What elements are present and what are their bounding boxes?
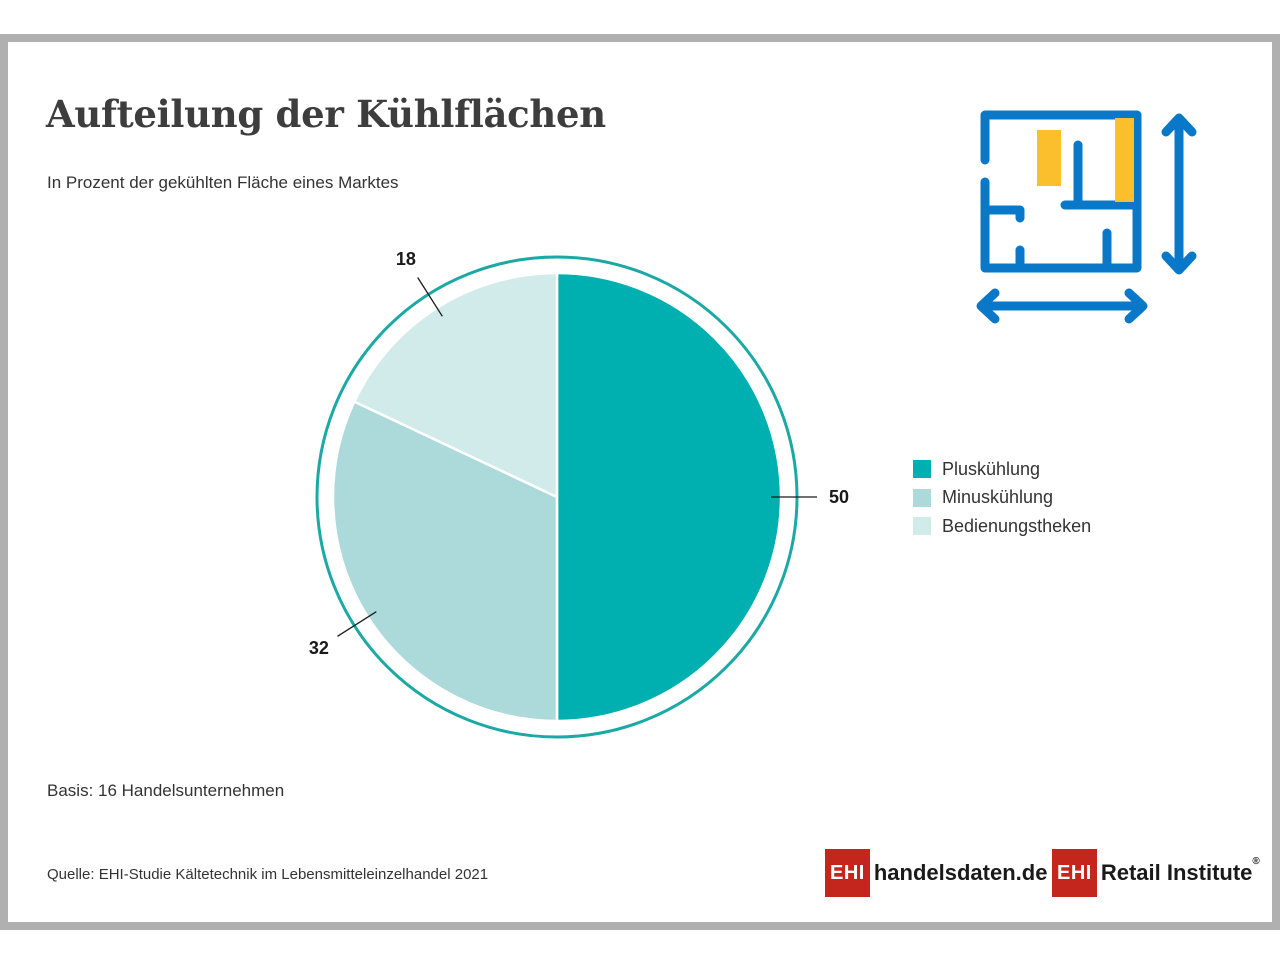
data-label-2: 18 [396, 249, 416, 269]
legend-label: Pluskühlung [942, 458, 1041, 479]
legend-label: Bedienungstheken [942, 515, 1092, 536]
data-label-0: 50 [829, 487, 849, 507]
handelsdaten-logo: EHI handelsdaten.de [825, 849, 1047, 897]
legend-swatch [913, 460, 931, 479]
retail-institute-text: Retail Institute® [1100, 856, 1260, 885]
source-note: Quelle: EHI-Studie Kältetechnik im Leben… [47, 866, 489, 883]
legend-item-pluskuehlung: Pluskühlung [913, 455, 1091, 484]
pie-slice-0 [555, 271, 783, 723]
chart-title: Aufteilung der Kühlflächen [46, 92, 606, 136]
legend-item-minuskuehlung: Minuskühlung [913, 484, 1091, 513]
data-label-1: 32 [309, 638, 329, 658]
chart-legend: Pluskühlung Minuskühlung Bedienungstheke… [913, 455, 1091, 541]
chart-subtitle: In Prozent der gekühlten Fläche eines Ma… [47, 173, 399, 192]
retail-institute-logo: EHI Retail Institute® [1052, 849, 1260, 897]
ehi-badge: EHI [1052, 849, 1097, 897]
leader-line-2 [417, 277, 443, 317]
legend-item-bedienungstheken: Bedienungstheken [913, 512, 1091, 541]
legend-label: Minuskühlung [942, 487, 1054, 508]
legend-swatch [913, 517, 931, 536]
legend-swatch [913, 488, 931, 507]
basis-note: Basis: 16 Handelsunternehmen [47, 781, 285, 800]
handelsdaten-text: handelsdaten.de [873, 860, 1048, 885]
ehi-badge: EHI [825, 849, 870, 897]
leader-line-1 [337, 611, 377, 637]
floor-plan-icon [965, 100, 1205, 335]
